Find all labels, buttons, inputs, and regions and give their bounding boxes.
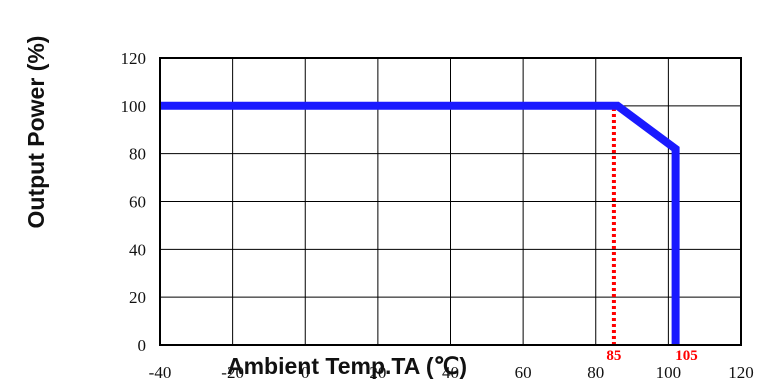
y-tick-label: 80 — [129, 145, 146, 164]
y-tick-labels: 0 20 40 60 80 100 120 — [121, 49, 147, 355]
y-tick-label: 20 — [129, 288, 146, 307]
x-tick-label: 60 — [515, 363, 532, 382]
x-tick-label: 120 — [728, 363, 754, 382]
y-tick-label: 100 — [121, 97, 147, 116]
x-tick-labels: -40 -20 0 20 40 60 80 100 120 — [149, 363, 754, 382]
y-tick-label: 0 — [138, 336, 147, 355]
y-axis-title: Output Power (%) — [23, 36, 49, 229]
x-tick-label: 40 — [442, 363, 459, 382]
marker-label-85: 85 — [606, 348, 621, 364]
x-tick-label: -20 — [221, 363, 244, 382]
x-tick-label: -40 — [149, 363, 172, 382]
plot-frame — [159, 57, 742, 346]
marker-label-105: 105 — [675, 348, 698, 364]
y-tick-label: 60 — [129, 193, 146, 212]
x-tick-label: 80 — [587, 363, 604, 382]
markers: 85 105 — [606, 105, 698, 364]
y-tick-label: 120 — [121, 49, 147, 68]
x-tick-label: 20 — [369, 363, 386, 382]
x-axis-title: Ambient Temp.TA (℃) — [227, 353, 467, 379]
series-line — [160, 101, 680, 345]
y-tick-label: 40 — [129, 240, 146, 259]
x-tick-label: 0 — [301, 363, 310, 382]
series — [160, 101, 680, 345]
x-tick-label: 100 — [656, 363, 682, 382]
